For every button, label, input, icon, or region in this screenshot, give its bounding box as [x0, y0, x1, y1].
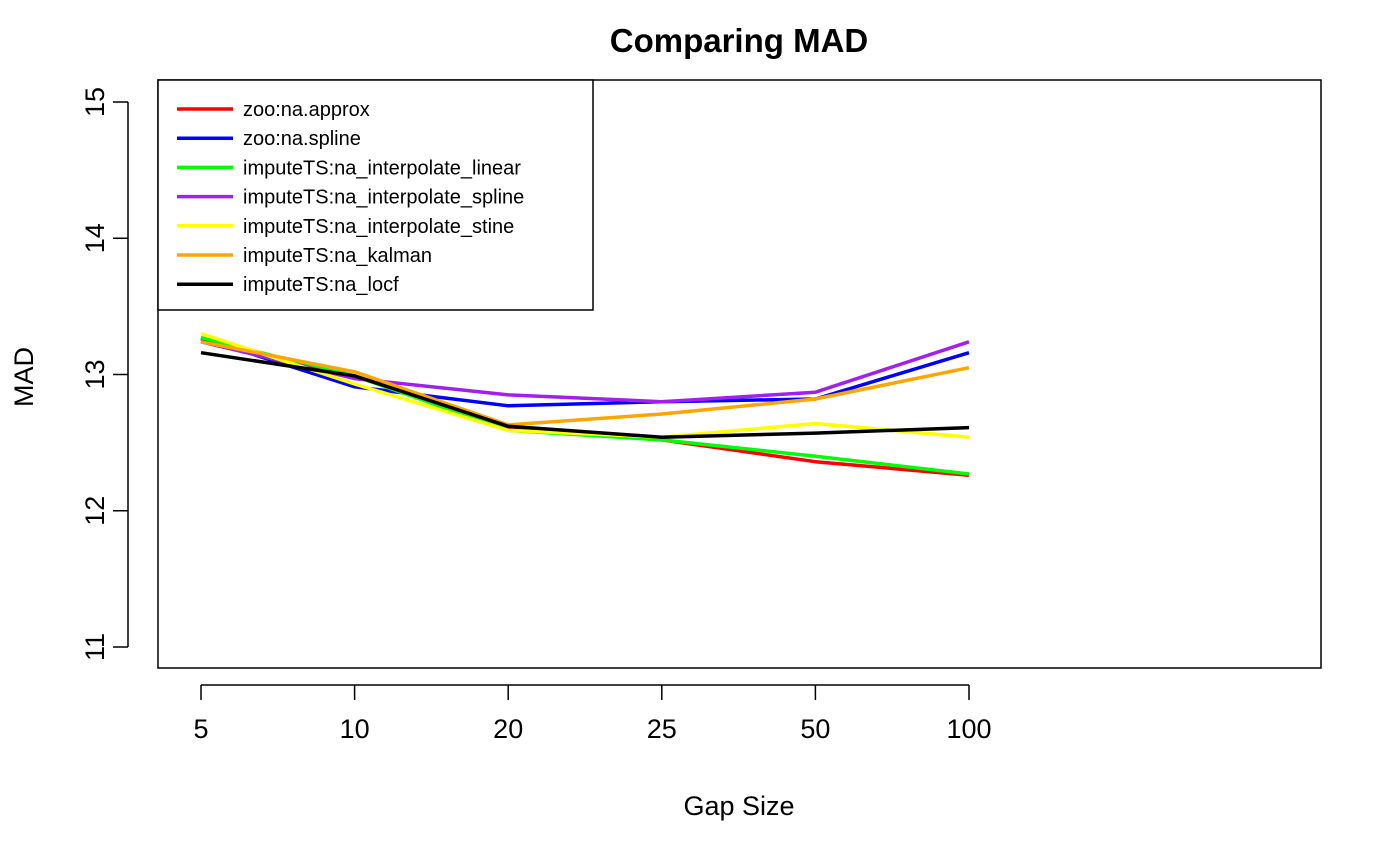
legend-label: imputeTS:na_locf [243, 274, 399, 296]
y-tick-label: 13 [80, 359, 110, 389]
y-tick-label: 11 [80, 633, 110, 661]
x-tick-label: 25 [647, 714, 677, 744]
x-axis-label: Gap Size [683, 791, 794, 821]
series-lines [200, 331, 970, 478]
series-line-2 [200, 336, 970, 408]
series-line-7 [200, 350, 970, 439]
y-tick-label: 14 [80, 223, 110, 253]
legend-label: imputeTS:na_interpolate_stine [243, 216, 514, 238]
y-axis: 11 12 13 14 15 [80, 87, 129, 661]
legend: zoo:na.approx zoo:na.spline imputeTS:na_in… [157, 79, 594, 311]
y-tick-label: 15 [80, 87, 110, 117]
plot-frame [157, 79, 1322, 669]
x-tick-label: 100 [946, 714, 991, 744]
legend-label: zoo:na.spline [243, 128, 361, 150]
x-tick-label: 10 [340, 714, 370, 744]
x-tick-label: 5 [193, 714, 208, 744]
series-line-5 [200, 331, 970, 439]
series-line-6 [200, 340, 970, 427]
y-tick-label: 12 [80, 496, 110, 526]
chart-title: Comparing MAD [610, 22, 869, 59]
legend-label: imputeTS:na_kalman [243, 245, 432, 267]
legend-label: zoo:na.approx [243, 99, 370, 121]
y-axis-label: MAD [9, 347, 39, 407]
x-tick-label: 20 [493, 714, 523, 744]
legend-label: imputeTS:na_interpolate_spline [243, 187, 524, 209]
series-line-1 [200, 337, 970, 478]
x-axis: 5 10 20 25 50 100 [193, 684, 992, 744]
x-tick-label: 50 [800, 714, 830, 744]
series-line-3 [200, 336, 970, 476]
legend-label: imputeTS:na_interpolate_linear [243, 157, 521, 179]
